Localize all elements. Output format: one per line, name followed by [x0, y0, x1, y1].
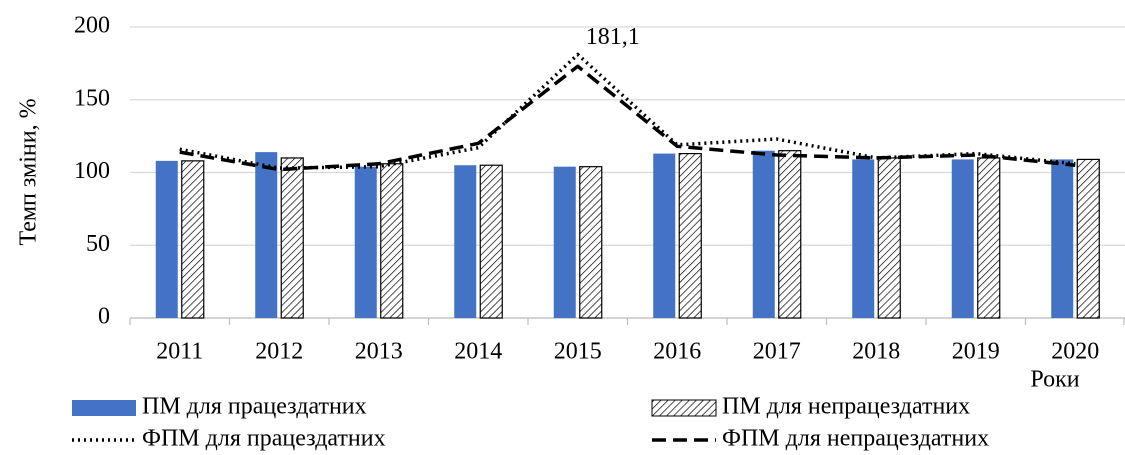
x-tick-label: 2016 — [653, 339, 701, 365]
bar — [454, 165, 477, 318]
bar — [380, 163, 404, 319]
y-tick-label: 0 — [98, 304, 110, 330]
bar — [852, 159, 875, 318]
bar — [877, 157, 901, 319]
y-tick-label: 150 — [74, 85, 110, 111]
bar — [678, 152, 702, 319]
bar — [951, 159, 974, 318]
line — [179, 52, 1076, 170]
x-tick-label: 2020 — [1051, 339, 1099, 365]
x-tick-label: 2013 — [355, 339, 403, 365]
bar — [181, 160, 205, 319]
x-tick-label: 2014 — [454, 339, 502, 365]
bar — [977, 157, 1001, 319]
legend-swatch — [72, 400, 136, 416]
y-tick-label: 50 — [86, 231, 110, 257]
bar — [579, 166, 603, 319]
legend-label: ПМ для працездатних — [142, 394, 367, 420]
line — [179, 64, 1076, 172]
x-tick-label: 2011 — [156, 339, 203, 365]
bar — [280, 157, 304, 319]
bar — [354, 166, 377, 318]
bar — [255, 152, 278, 318]
bar — [1051, 159, 1074, 318]
bar — [653, 153, 676, 318]
bar — [778, 150, 802, 319]
x-tick-label: 2018 — [852, 339, 900, 365]
x-tick-label: 2015 — [554, 339, 602, 365]
bar — [553, 166, 576, 318]
y-tick-label: 100 — [74, 158, 110, 184]
bar — [479, 164, 503, 319]
legend-label: ФПМ для непрацездатних — [722, 426, 989, 452]
bar — [155, 160, 178, 318]
legend-label: ПМ для непрацездатних — [722, 394, 970, 420]
bar — [752, 150, 775, 318]
x-tick-label: 2012 — [255, 339, 303, 365]
y-axis-label: Темп зміни, % — [16, 98, 42, 245]
legend-label: ФПМ для працездатних — [142, 426, 386, 452]
legend-swatch — [651, 399, 717, 417]
x-tick-label: 2017 — [753, 339, 801, 365]
bar — [1076, 158, 1100, 319]
y-tick-label: 200 — [74, 13, 110, 39]
x-tick-label: 2019 — [952, 339, 1000, 365]
x-axis-label: Роки — [1030, 367, 1079, 393]
data-label: 181,1 — [586, 24, 640, 50]
